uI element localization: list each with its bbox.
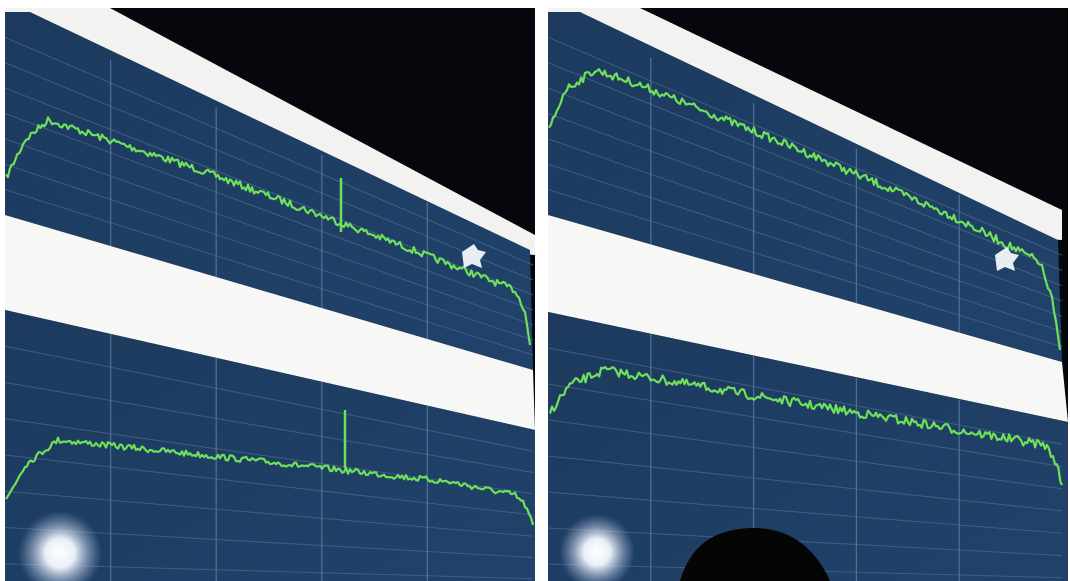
light-glare <box>559 514 635 581</box>
grid-line <box>548 138 1063 317</box>
grid <box>548 36 1063 581</box>
grid-line <box>5 490 534 537</box>
left-photo <box>5 8 535 581</box>
grid-line <box>548 36 1063 256</box>
grid-line <box>548 113 1063 302</box>
grid-line <box>5 113 534 311</box>
trace-line <box>5 116 532 346</box>
white-band <box>5 215 535 430</box>
grid-line <box>5 189 534 356</box>
grid-line <box>5 62 534 281</box>
grid-line <box>5 36 534 266</box>
grid-line <box>548 189 1063 348</box>
grid-line <box>5 138 534 326</box>
cursor-marker <box>995 247 1019 271</box>
divider <box>535 0 548 581</box>
grid-line <box>5 345 534 452</box>
grid-line <box>548 527 1063 556</box>
trace <box>5 116 535 526</box>
screen <box>5 12 533 370</box>
trace-line <box>548 365 1063 486</box>
right-photo <box>548 8 1068 581</box>
grid-line <box>5 382 534 473</box>
screen <box>548 312 1068 581</box>
grid <box>5 36 534 581</box>
trace <box>548 68 1063 486</box>
trace-line <box>548 68 1062 351</box>
grid-line <box>548 383 1063 467</box>
grid-line <box>548 87 1063 287</box>
light-glare <box>18 511 102 581</box>
grid-line <box>5 163 534 341</box>
cursor-marker <box>462 244 486 268</box>
screen <box>5 310 535 581</box>
trace-line <box>5 436 535 526</box>
silhouette <box>680 527 830 581</box>
grid-line <box>548 163 1063 332</box>
grid-line <box>548 62 1063 271</box>
grid-line <box>548 455 1063 512</box>
grid-line <box>548 419 1063 490</box>
grid-line <box>548 347 1063 445</box>
grid-line <box>5 454 534 516</box>
grid-line <box>548 491 1063 534</box>
white-band <box>548 215 1068 422</box>
